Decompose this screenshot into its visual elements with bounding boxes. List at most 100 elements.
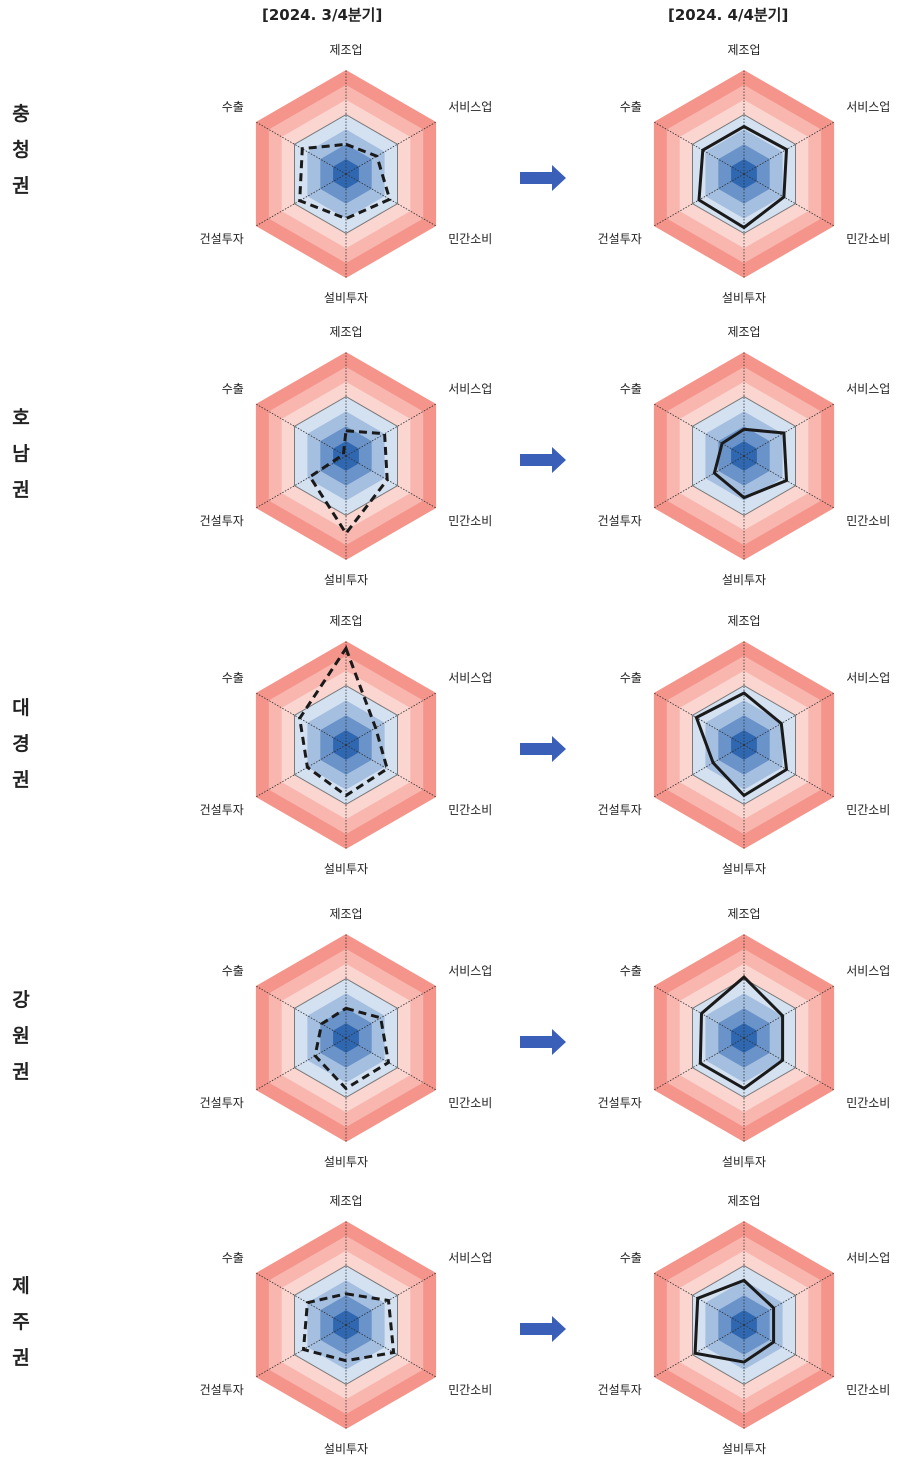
axis-label: 설비투자 (722, 862, 766, 876)
radar-axis-spoke (255, 744, 347, 798)
radar-axis-spoke (255, 455, 347, 509)
axis-label: 설비투자 (722, 1155, 766, 1169)
transition-arrow-icon (520, 1029, 566, 1055)
axis-label: 제조업 (329, 325, 362, 339)
region-glyph: 호 (12, 407, 30, 429)
region-glyph: 강 (12, 989, 30, 1011)
axis-label: 서비스업 (448, 964, 492, 978)
axis-label: 수출 (222, 964, 244, 978)
axis-label: 건설투자 (200, 803, 244, 817)
axis-label: 건설투자 (598, 803, 642, 817)
radar-axis-spoke (255, 1272, 347, 1326)
series-line-current-quarter (694, 691, 789, 798)
axis-label: 서비스업 (448, 100, 492, 114)
axis-label: 설비투자 (722, 573, 766, 587)
region-glyph: 남 (12, 443, 30, 465)
region-glyph: 충 (12, 103, 30, 125)
series-line-previous-quarter (298, 645, 389, 798)
radar-axis-spoke (743, 692, 835, 746)
axis-label: 서비스업 (846, 964, 890, 978)
series-line-current-quarter (698, 975, 785, 1091)
axis-label: 제조업 (329, 614, 362, 628)
radar-axis-spoke (255, 403, 347, 457)
radar-axis-spoke (255, 1324, 347, 1378)
axis-label: 설비투자 (324, 1155, 368, 1169)
region-label-gangwon: 강 원 권 (6, 982, 36, 1090)
transition-arrow-icon (520, 447, 566, 473)
radar-axis-spoke (653, 403, 745, 457)
axis-label: 건설투자 (598, 514, 642, 528)
radar-reference-ring (294, 685, 398, 805)
axis-label: 설비투자 (722, 291, 766, 305)
radar-axis-spoke (345, 121, 437, 175)
axis-label: 건설투자 (598, 1096, 642, 1110)
radar-axis-spoke (653, 455, 745, 509)
radar-axis-spoke (653, 1324, 745, 1378)
axis-label: 수출 (620, 1251, 642, 1265)
axis-label: 수출 (620, 964, 642, 978)
axis-label: 서비스업 (448, 382, 492, 396)
series-line-current-quarter (693, 1278, 776, 1364)
axis-label: 설비투자 (324, 1442, 368, 1456)
region-glyph: 권 (12, 1061, 30, 1083)
axis-label: 민간소비 (448, 1383, 492, 1397)
region-glyph: 권 (12, 769, 30, 791)
axis-label: 설비투자 (324, 862, 368, 876)
axis-label: 제조업 (329, 43, 362, 57)
radar-axis-spoke (345, 455, 437, 509)
region-glyph: 경 (12, 733, 30, 755)
region-label-honam: 호 남 권 (6, 400, 36, 508)
transition-arrow-icon (520, 1316, 566, 1342)
region-label-daegyeong: 대 경 권 (6, 690, 36, 798)
region-glyph: 권 (12, 479, 30, 501)
axis-label: 서비스업 (846, 671, 890, 685)
axis-label: 건설투자 (200, 232, 244, 246)
axis-label: 서비스업 (448, 1251, 492, 1265)
radar-axis-spoke (653, 744, 745, 798)
radar-reference-ring (692, 978, 796, 1098)
axis-label: 설비투자 (324, 573, 368, 587)
axis-label: 수출 (222, 382, 244, 396)
radar-axis-spoke (743, 173, 835, 227)
radar-axis-spoke (743, 1324, 835, 1378)
radar-reference-ring (692, 396, 796, 516)
radar-axis-spoke (743, 403, 835, 457)
region-label-chungcheong: 충 청 권 (6, 96, 36, 204)
axis-label: 설비투자 (324, 291, 368, 305)
series-line-current-quarter (712, 427, 789, 500)
axis-label: 제조업 (727, 614, 760, 628)
axis-label: 민간소비 (846, 232, 890, 246)
radar-reference-ring (294, 396, 398, 516)
axis-label: 서비스업 (846, 100, 890, 114)
axis-label: 민간소비 (846, 514, 890, 528)
axis-label: 수출 (620, 671, 642, 685)
radar-axis-spoke (345, 1272, 437, 1326)
transition-arrow-icon (520, 165, 566, 191)
axis-label: 서비스업 (846, 382, 890, 396)
axis-label: 수출 (222, 100, 244, 114)
axis-label: 민간소비 (846, 1096, 890, 1110)
series-line-previous-quarter (313, 1006, 391, 1091)
region-glyph: 청 (12, 139, 30, 161)
radar-axis-spoke (345, 1324, 437, 1378)
radar-axis-spoke (345, 692, 437, 746)
radar-axis-spoke (653, 985, 745, 1039)
radar-axis-spoke (345, 744, 437, 798)
axis-label: 제조업 (727, 43, 760, 57)
axis-label: 수출 (222, 671, 244, 685)
region-glyph: 원 (12, 1025, 30, 1047)
radar-reference-ring (692, 114, 796, 234)
radar-axis-spoke (345, 1037, 437, 1091)
radar-axis-spoke (255, 1037, 347, 1091)
column-header-current-quarter: [2024. 4/4분기] (668, 6, 789, 24)
axis-label: 건설투자 (598, 1383, 642, 1397)
axis-label: 서비스업 (448, 671, 492, 685)
radar-reference-ring (294, 978, 398, 1098)
axis-label: 수출 (222, 1251, 244, 1265)
region-glyph: 제 (12, 1275, 30, 1297)
axis-label: 수출 (620, 100, 642, 114)
radar-axis-spoke (345, 403, 437, 457)
radar-axis-spoke (743, 985, 835, 1039)
series-line-previous-quarter (298, 142, 392, 221)
